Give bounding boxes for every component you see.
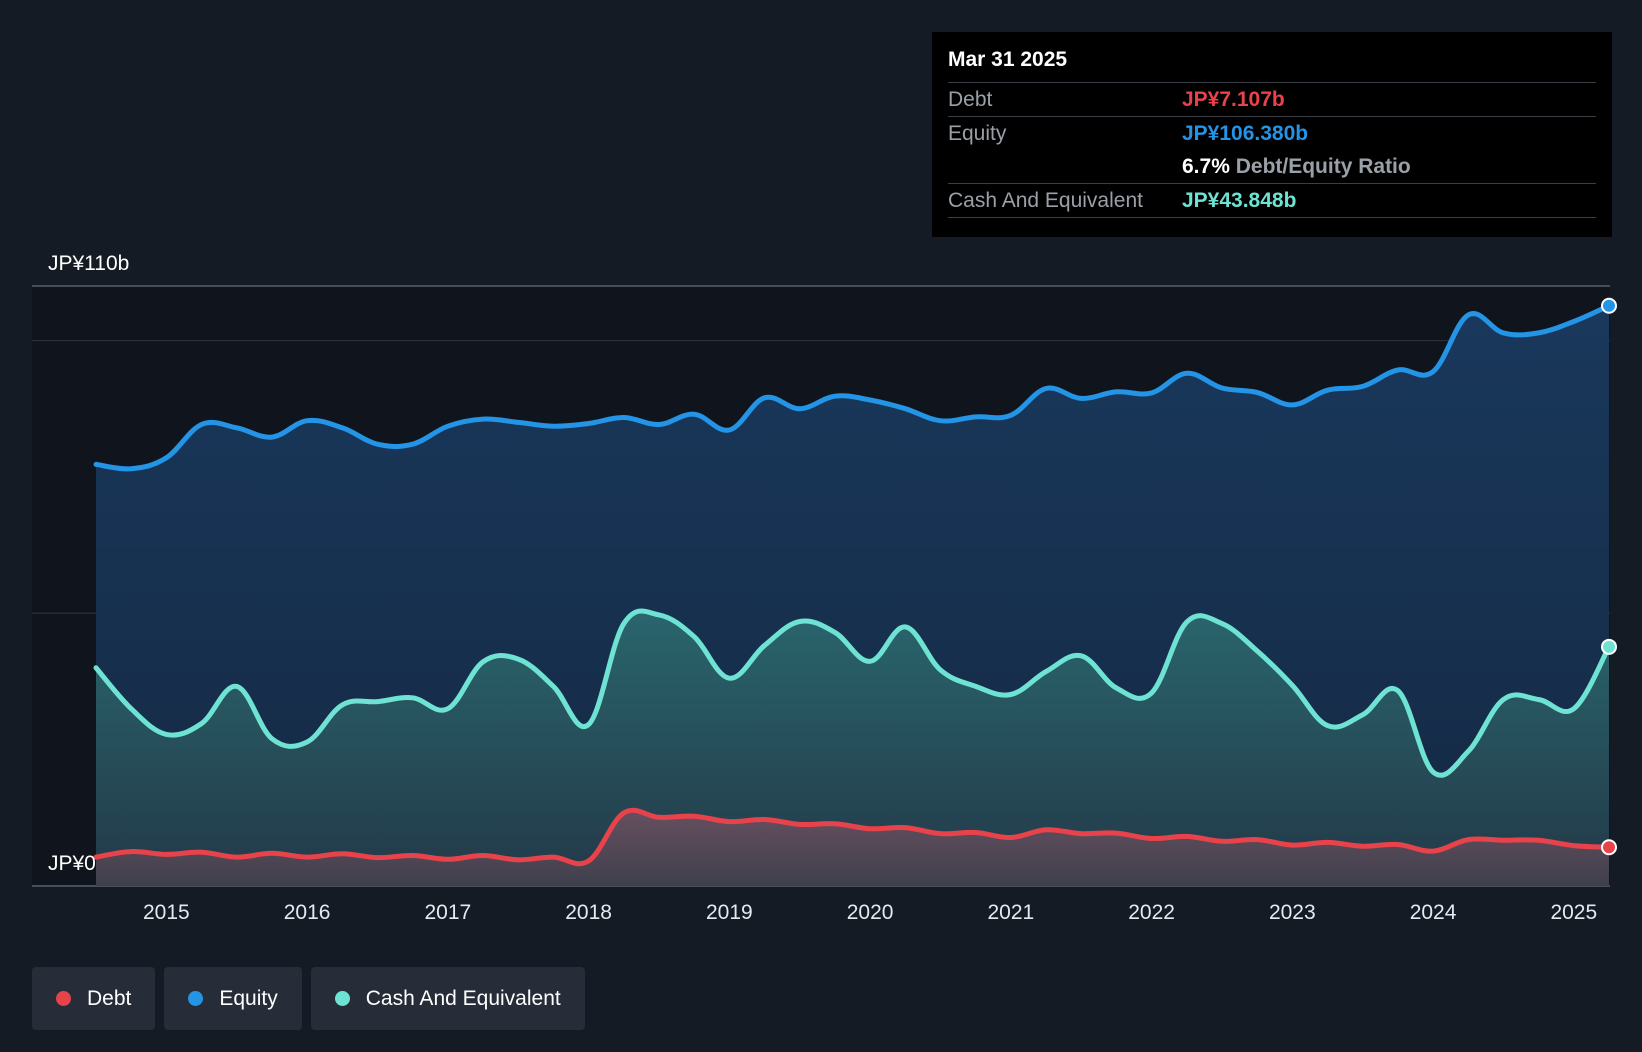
tooltip-ratio-row: 6.7% Debt/Equity Ratio	[948, 150, 1596, 184]
tooltip-equity-label: Equity	[948, 122, 1007, 145]
x-tick-label: 2017	[425, 901, 472, 924]
y-axis-top-label: JP¥110b	[48, 252, 129, 275]
tooltip-date: Mar 31 2025	[948, 46, 1596, 83]
legend-dot-equity-icon	[188, 991, 204, 1006]
x-tick-label: 2025	[1550, 901, 1597, 924]
x-tick-label: 2018	[565, 901, 612, 924]
hover-tooltip: Mar 31 2025 Debt JP¥7.107b Equity JP¥106…	[932, 32, 1612, 237]
legend-label-equity: Equity	[219, 986, 278, 1010]
tooltip-cash-row: Cash And Equivalent JP¥43.848b	[948, 184, 1596, 218]
marker-layer	[1601, 297, 1617, 856]
area-layer	[96, 305, 1609, 886]
tooltip-debt-label: Debt	[948, 88, 993, 111]
tooltip-equity-row: Equity JP¥106.380b	[948, 117, 1596, 150]
tooltip-cash-value: JP¥43.848b	[1182, 189, 1297, 212]
tooltip-debt-value: JP¥7.107b	[1182, 88, 1285, 111]
x-tick-label: 2023	[1269, 901, 1316, 924]
equity-last-point-marker	[1601, 297, 1617, 314]
debt-area	[96, 810, 1609, 886]
cash-area	[96, 611, 1609, 886]
tooltip-ratio-label: Debt/Equity Ratio	[1235, 155, 1411, 178]
legend-label-debt: Debt	[87, 986, 132, 1010]
legend-dot-debt-icon	[56, 991, 71, 1006]
chart-legend: Debt Equity Cash And Equivalent	[32, 967, 585, 1030]
legend-label-cash: Cash And Equivalent	[365, 986, 561, 1010]
line-layer	[93, 303, 1612, 867]
tooltip-cash-label: Cash And Equivalent	[948, 189, 1143, 212]
equity-line	[93, 303, 1612, 472]
x-tick-label: 2024	[1410, 901, 1457, 924]
x-tick-label: 2015	[143, 901, 190, 924]
y-axis-zero-label: JP¥0	[48, 852, 96, 875]
tooltip-ratio: 6.7% Debt/Equity Ratio	[1182, 150, 1411, 183]
cash-last-point-marker	[1601, 638, 1617, 655]
x-tick-label: 2021	[987, 901, 1034, 924]
legend-item-debt[interactable]: Debt	[32, 967, 156, 1030]
legend-item-equity[interactable]: Equity	[164, 967, 302, 1030]
axis-layer: 2015 2016 2017 2018 2019 2020 2021 2022 2023 2024…	[48, 252, 1597, 924]
legend-item-cash[interactable]: Cash And Equivalent	[310, 967, 585, 1030]
tooltip-equity-value: JP¥106.380b	[1182, 122, 1309, 145]
debt-line	[93, 807, 1612, 867]
tooltip-ratio-value: 6.7%	[1182, 155, 1230, 178]
legend-dot-cash-icon	[334, 991, 350, 1006]
x-tick-label: 2019	[706, 901, 753, 924]
debt-last-point-marker	[1601, 839, 1617, 856]
tooltip-debt-row: Debt JP¥7.107b	[948, 83, 1596, 117]
x-tick-label: 2022	[1128, 901, 1175, 924]
x-tick-label: 2020	[847, 901, 894, 924]
cash-line	[93, 608, 1612, 778]
x-tick-label: 2016	[284, 901, 331, 924]
